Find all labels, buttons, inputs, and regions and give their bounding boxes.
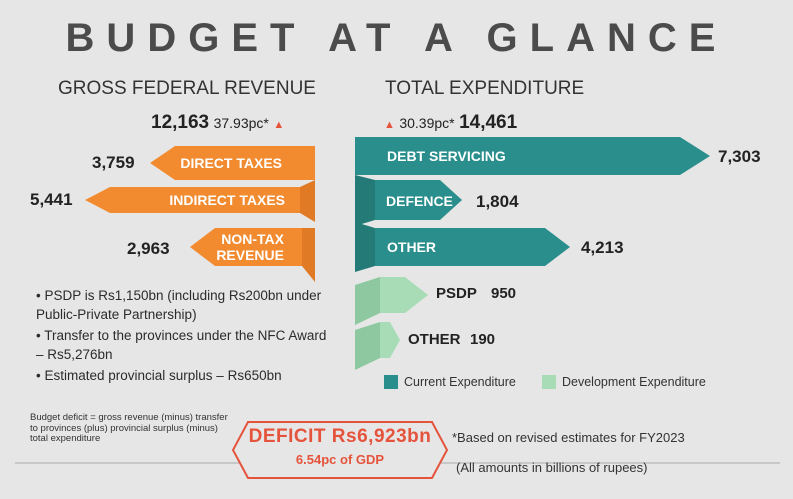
indirect-taxes-value: 5,441	[30, 190, 73, 209]
defence-label: DEFENCE	[386, 193, 453, 209]
bar-other-current-fold	[355, 222, 375, 272]
note-item: • PSDP is Rs1,150bn (including Rs200bn u…	[36, 288, 322, 322]
bar-indirect-taxes-fold	[300, 180, 315, 222]
bar-defence	[355, 180, 462, 220]
non-tax-revenue-label: NON-TAX REVENUE	[212, 231, 284, 263]
revenue-growth: 37.93pc*	[213, 115, 269, 131]
bar-psdp	[380, 277, 428, 313]
note-item: • Transfer to the provinces under the NF…	[36, 328, 327, 362]
psdp-value: 950	[491, 285, 517, 302]
bar-other-current	[355, 228, 570, 266]
direct-taxes-label: DIRECT TAXES	[180, 155, 282, 171]
expenditure-total-line: ▲ 30.39pc* 14,461	[384, 112, 517, 134]
non-tax-revenue-value: 2,963	[127, 239, 170, 258]
expenditure-heading: TOTAL EXPENDITURE	[385, 78, 585, 99]
bar-non-tax-revenue	[190, 228, 315, 266]
note-item: • Estimated provincial surplus – Rs650bn	[36, 368, 282, 383]
deficit-subtitle: 6.54pc of GDP	[295, 452, 385, 467]
revenue-heading: GROSS FEDERAL REVENUE	[58, 78, 316, 99]
deficit-box	[231, 421, 449, 479]
page-title: BUDGET AT A GLANCE	[65, 16, 728, 60]
legend-development-label: Development Expenditure	[562, 375, 706, 389]
bar-debt-servicing	[355, 137, 710, 175]
notes-list: • PSDP is Rs1,150bn (including Rs200bn u…	[36, 286, 336, 385]
bar-direct-taxes	[150, 146, 315, 180]
debt-servicing-label: DEBT SERVICING	[387, 148, 506, 164]
direct-taxes-value: 3,759	[92, 153, 135, 172]
defence-value: 1,804	[476, 192, 519, 211]
bar-defence-fold	[355, 175, 375, 226]
bar-psdp-ribbon	[355, 277, 380, 325]
revenue-total-line: 12,163 37.93pc* ▲	[151, 112, 284, 134]
debt-servicing-value: 7,303	[718, 147, 761, 166]
bar-indirect-taxes	[85, 187, 315, 213]
up-triangle-icon: ▲	[273, 119, 285, 131]
footnote-units: (All amounts in billions of rupees)	[456, 460, 648, 475]
legend-current-swatch	[384, 375, 398, 389]
legend-current-label: Current Expenditure	[404, 375, 516, 389]
other-current-value: 4,213	[581, 238, 624, 257]
budget-deficit-note: Budget deficit = gross revenue (minus) t…	[30, 412, 228, 444]
expenditure-growth: 30.39pc*	[399, 115, 455, 131]
bar-direct-taxes-ribbon	[298, 146, 315, 180]
up-triangle-icon: ▲	[384, 119, 395, 131]
bar-other-development-ribbon	[355, 322, 380, 370]
psdp-label: PSDP	[436, 285, 477, 302]
non-tax-label-line2: REVENUE	[216, 247, 284, 263]
other-current-label: OTHER	[387, 239, 436, 255]
other-development-value: 190	[470, 331, 496, 348]
footnote-revised-estimates: *Based on revised estimates for FY2023	[452, 430, 685, 445]
other-development-label: OTHER	[408, 331, 461, 348]
revenue-total: 12,163	[151, 112, 210, 133]
bar-other-development	[380, 322, 400, 358]
legend-development-swatch	[542, 375, 556, 389]
indirect-taxes-label: INDIRECT TAXES	[169, 192, 285, 208]
bar-non-tax-revenue-tail	[302, 228, 315, 282]
non-tax-label-line1: NON-TAX	[221, 231, 284, 247]
expenditure-total: 14,461	[459, 112, 518, 133]
deficit-title: DEFICIT Rs6,923bn	[248, 426, 432, 447]
